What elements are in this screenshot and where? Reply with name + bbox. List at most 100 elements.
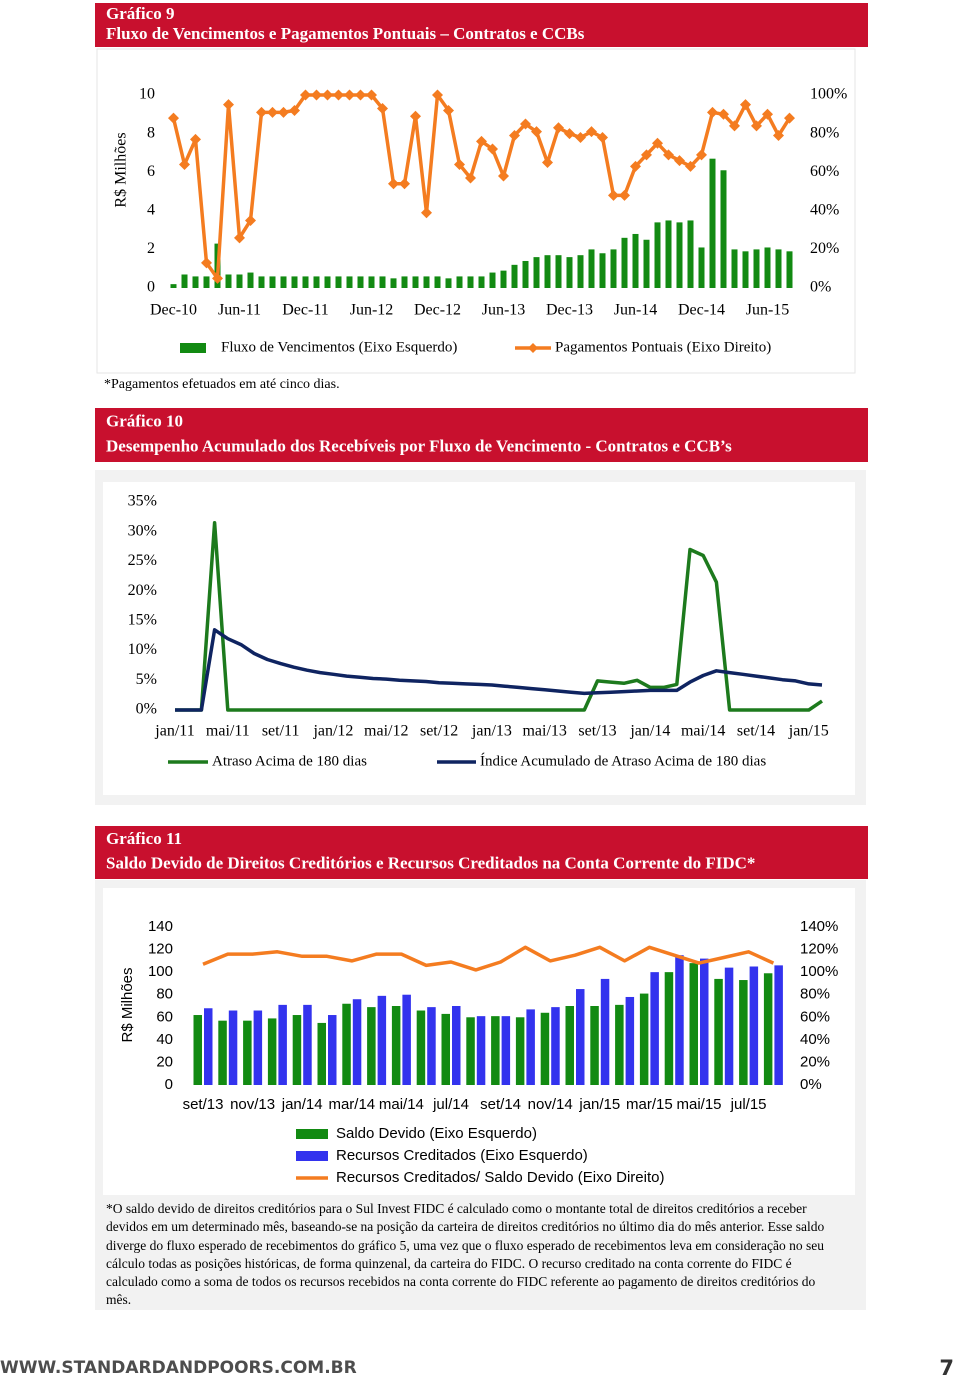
line-marker (245, 214, 256, 226)
y2-tick-label: 0% (800, 1076, 822, 1093)
x-tick-label: Jun-13 (482, 302, 526, 319)
bar (412, 276, 419, 288)
bar (522, 260, 529, 288)
chart-title: Gráfico 9 (106, 4, 174, 23)
legend-label: Índice Acumulado de Atraso Acima de 180 … (480, 752, 766, 769)
bar (181, 274, 188, 288)
line-marker (454, 158, 465, 170)
bar (303, 1004, 312, 1085)
bar (427, 1007, 436, 1085)
bar (243, 1020, 252, 1085)
bar (452, 1006, 461, 1085)
y-tick-label: 10% (128, 641, 157, 658)
bar (566, 257, 573, 288)
chart-subtitle: Fluxo de Vencimentos e Pagamentos Pontua… (106, 24, 585, 43)
page-number: 7 (939, 1356, 954, 1380)
x-tick-label: jan/13 (471, 723, 512, 740)
line-marker (575, 131, 586, 143)
line-marker (344, 89, 355, 101)
bar (599, 253, 606, 288)
y-tick-label: 60 (156, 1008, 173, 1025)
line-marker (784, 112, 795, 124)
x-tick-label: mai/12 (364, 723, 408, 740)
line-marker (256, 106, 267, 118)
line-marker (718, 108, 729, 120)
bar (551, 1007, 560, 1085)
line-marker (531, 126, 542, 138)
x-tick-label: mar/14 (328, 1096, 375, 1113)
bar (445, 278, 452, 288)
y2-tick-label: 80% (800, 986, 830, 1003)
chart-panel (96, 48, 856, 374)
x-tick-label: set/13 (183, 1096, 224, 1113)
line-marker (311, 89, 322, 101)
x-tick-label: jul/15 (730, 1096, 767, 1113)
y-axis-label: R$ Milhões (119, 967, 136, 1042)
bar (731, 249, 738, 288)
x-tick-label: mai/13 (522, 723, 566, 740)
line-marker (553, 122, 564, 134)
y2-tick-label: 80% (810, 124, 839, 141)
line-marker (476, 135, 487, 147)
bar (313, 276, 320, 288)
line-marker (685, 160, 696, 172)
line-marker (773, 130, 784, 142)
y-tick-label: 0 (147, 279, 155, 296)
bar (632, 233, 639, 288)
line-marker (300, 89, 311, 101)
y-tick-label: 120 (148, 941, 173, 958)
x-tick-label: mai/14 (681, 723, 725, 740)
line-marker (377, 103, 388, 115)
bar (500, 270, 507, 288)
bar (709, 158, 716, 288)
bar (588, 249, 595, 288)
x-tick-label: Jun-11 (218, 302, 261, 319)
bar (639, 993, 649, 1085)
x-tick-label: jan/12 (312, 723, 353, 740)
x-tick-label: Dec-12 (414, 302, 461, 319)
bar (654, 222, 661, 288)
line-marker (630, 160, 641, 172)
line-marker (762, 108, 773, 120)
bar (302, 276, 309, 288)
y2-tick-label: 60% (810, 163, 839, 180)
bar (687, 220, 694, 288)
bar (346, 276, 353, 288)
bar (625, 996, 635, 1085)
bar (368, 276, 375, 288)
line-marker (201, 257, 212, 269)
bar (478, 276, 485, 288)
bar (676, 222, 683, 288)
bar (434, 276, 441, 288)
bar (228, 1010, 238, 1085)
x-tick-label: jan/15 (788, 723, 829, 740)
y-axis-label: R$ Milhões (113, 132, 130, 207)
y2-tick-label: 20% (800, 1053, 830, 1070)
bar (700, 958, 709, 1085)
legend-label: Fluxo de Vencimentos (Eixo Esquerdo) (221, 339, 457, 355)
chart-subtitle: Saldo Devido de Direitos Creditórios e R… (106, 854, 755, 873)
line-marker (421, 207, 432, 219)
line-marker (355, 89, 366, 101)
bar (753, 249, 760, 288)
line-marker (190, 133, 201, 145)
y2-tick-label: 0% (810, 279, 831, 296)
bar (720, 170, 727, 288)
bar (763, 973, 773, 1085)
line-marker (234, 232, 245, 244)
bar (352, 999, 362, 1085)
bar (391, 1006, 401, 1085)
chart-note: *Pagamentos efetuados em até cinco dias. (104, 377, 340, 392)
y-tick-label: 8 (147, 124, 155, 141)
bar (280, 276, 287, 288)
line-marker (619, 189, 630, 201)
line-marker (465, 172, 476, 184)
legend-swatch (180, 343, 206, 353)
bar (555, 255, 562, 288)
bar (739, 980, 748, 1085)
y2-tick-label: 100% (800, 963, 838, 980)
bar (665, 220, 672, 288)
bar (247, 272, 254, 288)
